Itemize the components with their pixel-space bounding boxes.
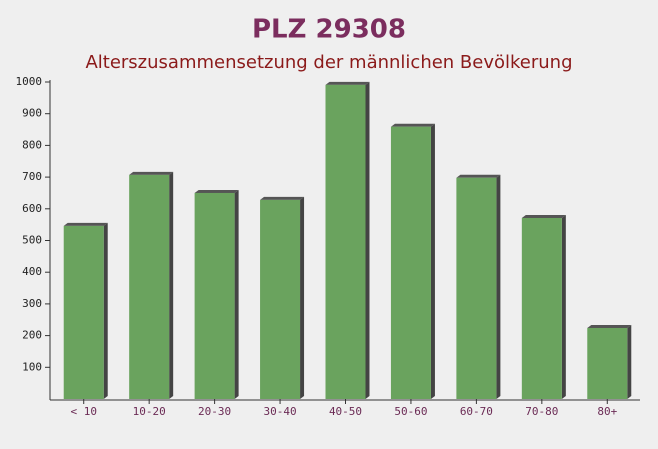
y-tick-label: 900 xyxy=(22,107,42,120)
y-tick-label: 800 xyxy=(22,138,42,151)
chart-title: PLZ 29308 xyxy=(252,15,406,45)
x-tick-label: 50-60 xyxy=(394,405,427,418)
y-tick-label: 300 xyxy=(22,297,42,310)
bar xyxy=(129,174,170,399)
y-tick-label: 700 xyxy=(22,170,42,183)
bar-side xyxy=(103,222,108,399)
bar-top xyxy=(129,171,174,175)
y-tick-label: 400 xyxy=(22,265,42,278)
x-tick-label: 60-70 xyxy=(460,405,493,418)
bar xyxy=(260,199,301,399)
x-tick-label: < 10 xyxy=(70,405,97,418)
bar xyxy=(63,225,104,399)
x-tick-label: 10-20 xyxy=(133,405,166,418)
y-tick-label: 1000 xyxy=(16,75,43,88)
bar-top xyxy=(390,123,435,127)
y-tick-label: 200 xyxy=(22,329,42,342)
bar-side xyxy=(430,123,435,400)
y-tick-label: 100 xyxy=(22,360,42,373)
bar xyxy=(390,126,431,400)
bar xyxy=(587,327,628,399)
bar-top xyxy=(325,81,370,85)
x-tick-label: 70-80 xyxy=(525,405,558,418)
bar-side xyxy=(365,81,370,399)
x-tick-label: 40-50 xyxy=(329,405,362,418)
y-tick-label: 500 xyxy=(22,234,42,247)
bar-side xyxy=(300,196,305,399)
bar-side xyxy=(561,214,566,399)
bar-side xyxy=(627,324,632,399)
x-tick-label: 30-40 xyxy=(263,405,296,418)
bar-side xyxy=(496,174,501,399)
y-tick-label: 600 xyxy=(22,202,42,215)
x-tick-label: 80+ xyxy=(597,405,617,418)
bar-top xyxy=(63,222,108,226)
chart-subtitle: Alterszusammensetzung der männlichen Bev… xyxy=(85,52,572,73)
bar-side xyxy=(234,189,239,399)
bar-top xyxy=(260,196,305,200)
bar xyxy=(325,84,366,399)
bar xyxy=(194,192,235,399)
bar-top xyxy=(456,174,501,178)
bar-side xyxy=(169,171,174,399)
bar-top xyxy=(194,189,239,193)
x-tick-label: 20-30 xyxy=(198,405,231,418)
bar xyxy=(521,217,562,399)
bar xyxy=(456,177,497,399)
bar-top xyxy=(587,324,632,328)
bar-top xyxy=(521,214,566,218)
